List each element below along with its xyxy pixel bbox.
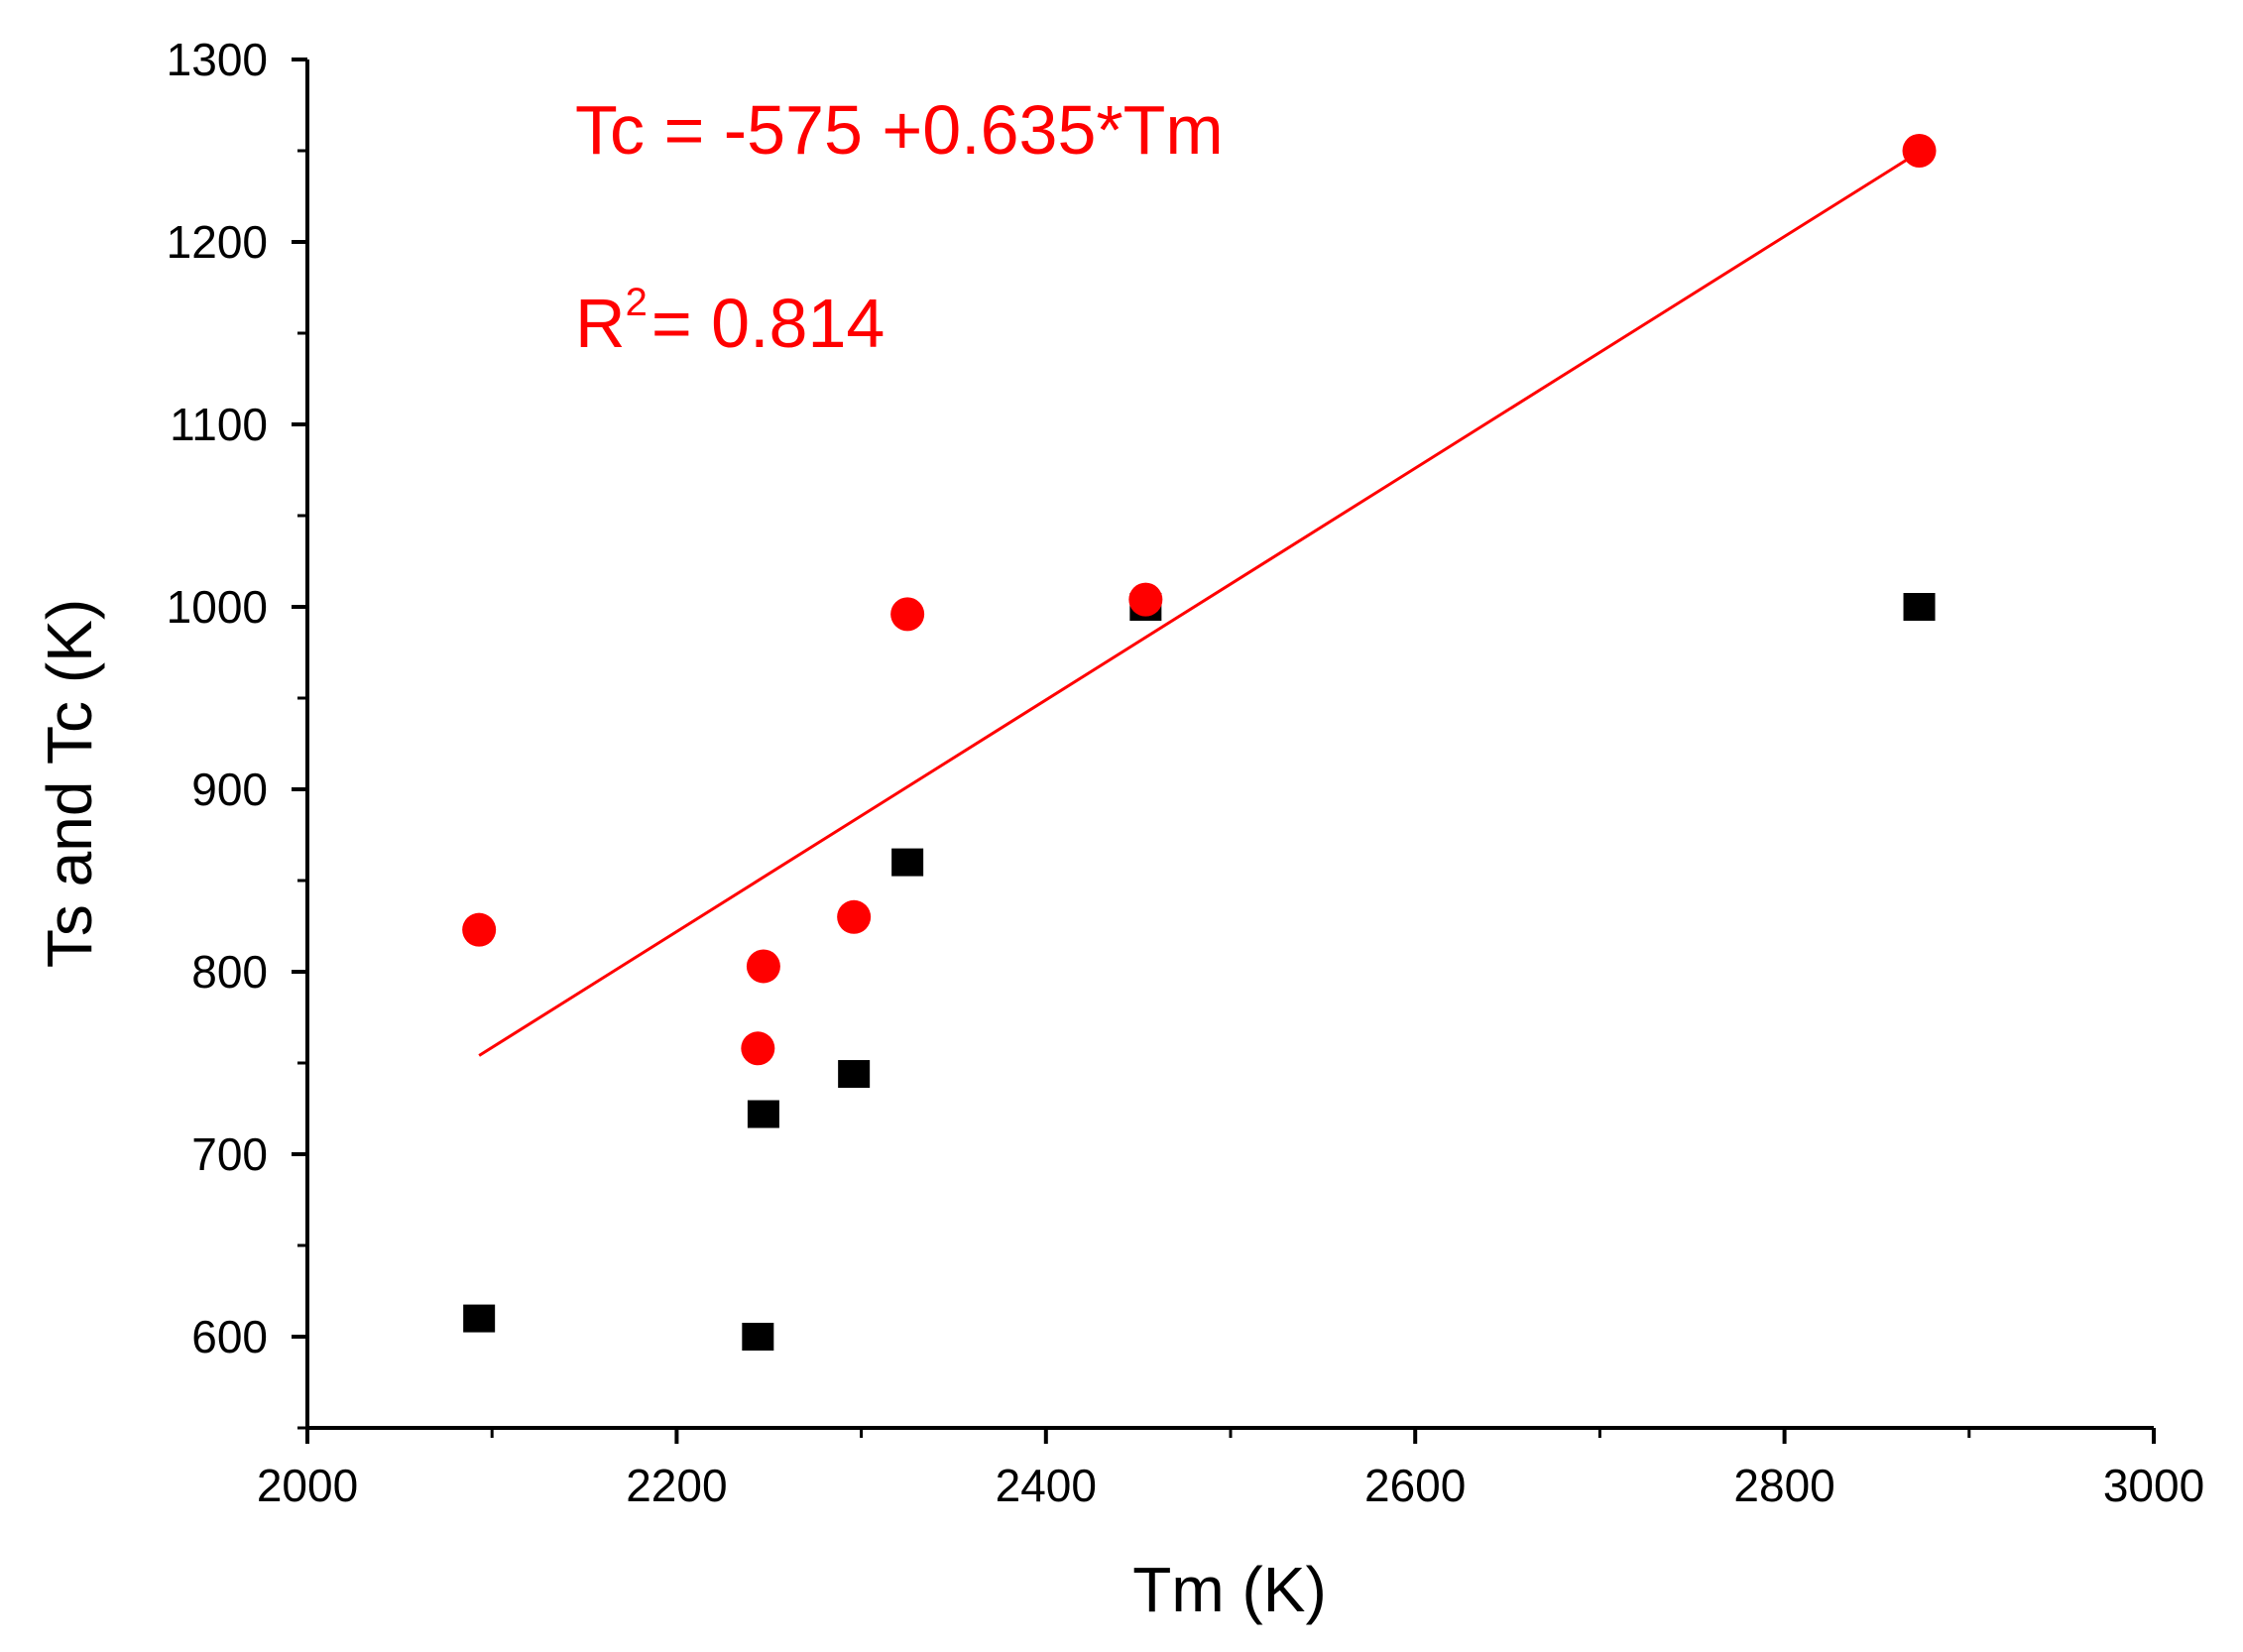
tc-point <box>746 949 780 984</box>
x-axis-title: Tm (K) <box>1132 1554 1327 1625</box>
y-tick-label: 900 <box>191 764 268 815</box>
fit-equation-annotation: Tc = -575 +0.635*Tm <box>575 91 1224 169</box>
y-tick-label: 800 <box>191 946 268 998</box>
tc-point <box>1128 582 1163 617</box>
x-tick-label: 2200 <box>626 1460 727 1511</box>
y-tick-label: 1100 <box>170 399 268 450</box>
tc-point <box>1902 134 1937 168</box>
tc-point <box>837 899 872 934</box>
fit-line <box>478 150 1921 1057</box>
ts-point <box>742 1323 774 1351</box>
series-ts <box>463 593 1936 1351</box>
y-axis-title: Ts and Tc (K) <box>34 599 105 968</box>
y-tick-label: 1000 <box>167 581 268 633</box>
y-tick-label: 600 <box>191 1311 268 1362</box>
x-tick-label: 2800 <box>1733 1460 1834 1511</box>
ts-point <box>1903 593 1936 621</box>
y-tick-label: 1200 <box>167 216 268 268</box>
tc-point <box>741 1031 775 1066</box>
fit-line-layer <box>478 150 1921 1057</box>
axes <box>305 59 2154 1430</box>
ts-point <box>463 1304 496 1333</box>
x-axis-ticks: 2000 2200 2400 2600 2800 3000 <box>257 1428 2204 1511</box>
ts-point <box>891 848 924 877</box>
y-tick-label: 700 <box>191 1128 268 1180</box>
r-squared-base: R <box>575 285 626 362</box>
ts-point <box>838 1060 871 1089</box>
r-squared-superscript: 2 <box>626 281 648 324</box>
y-tick-label: 1300 <box>167 34 268 85</box>
r-squared-annotation: R2= 0.814 <box>575 281 885 362</box>
tc-point <box>890 597 925 632</box>
x-tick-label: 2400 <box>996 1460 1097 1511</box>
data-marks <box>462 134 1937 1351</box>
y-axis-ticks: 600 700 800 900 1000 1100 1200 1300 <box>167 34 307 1430</box>
x-tick-label: 3000 <box>2103 1460 2204 1511</box>
tc-point <box>462 912 497 947</box>
ts-point <box>747 1100 779 1128</box>
r-squared-value: = 0.814 <box>651 285 885 362</box>
x-tick-label: 2600 <box>1364 1460 1466 1511</box>
x-tick-label: 2000 <box>257 1460 358 1511</box>
series-tc <box>462 134 1937 1066</box>
